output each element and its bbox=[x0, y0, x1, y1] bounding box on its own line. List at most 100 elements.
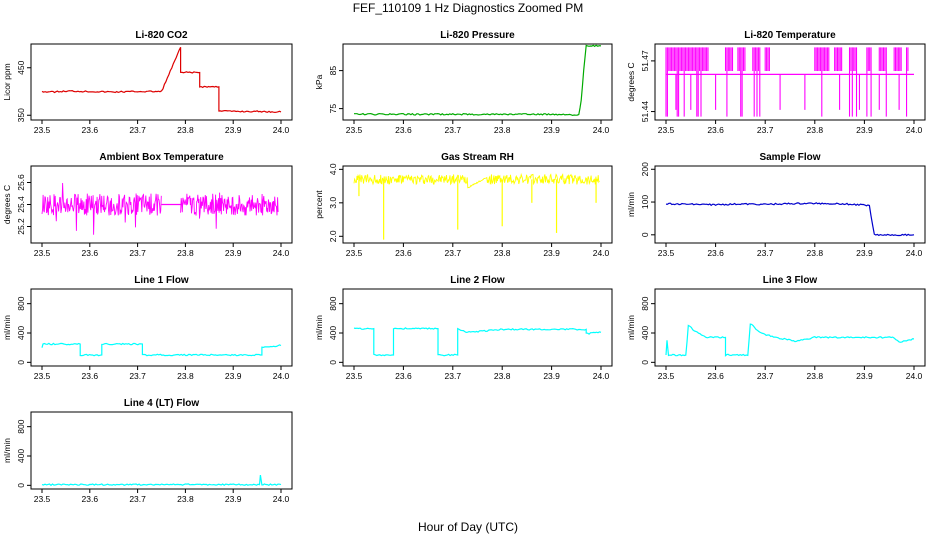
x-tick-label: 23.5 bbox=[346, 125, 363, 135]
x-tick-label: 23.5 bbox=[658, 125, 675, 135]
x-tick-label: 23.7 bbox=[445, 125, 462, 135]
panel-10: Line 4 (LT) Flow 23.5 23.6 23.7 23.8 23.9 24.0… bbox=[2, 398, 293, 504]
figure-xlabel: Hour of Day (UTC) bbox=[418, 520, 518, 534]
y-tick-label: 800 bbox=[16, 419, 26, 433]
x-tick-label: 23.9 bbox=[543, 125, 560, 135]
x-tick-label: 24.0 bbox=[906, 371, 923, 381]
x-tick-label: 23.8 bbox=[177, 371, 194, 381]
y-tick-label: 25.6 bbox=[16, 174, 26, 191]
y-tick-label: 2.0 bbox=[328, 230, 338, 242]
x-tick-label: 23.5 bbox=[658, 248, 675, 258]
y-tick-label: 0 bbox=[640, 232, 650, 237]
panel-title: Gas Stream RH bbox=[441, 152, 514, 163]
plot-frame bbox=[30, 411, 293, 490]
x-tick-label: 23.5 bbox=[34, 371, 51, 381]
y-tick-label: 85 bbox=[328, 66, 338, 76]
x-tick-label: 23.9 bbox=[225, 125, 242, 135]
y-tick-label: 51.47 bbox=[640, 50, 650, 72]
data-layer bbox=[665, 323, 915, 357]
panel-8: Line 2 Flow 23.5 23.6 23.7 23.8 23.9 24.0 0 400 8… bbox=[314, 275, 613, 381]
data-layer bbox=[665, 202, 915, 237]
x-tick-label: 23.8 bbox=[177, 494, 194, 504]
x-tick-label: 23.8 bbox=[807, 248, 824, 258]
x-tick-label: 23.8 bbox=[177, 125, 194, 135]
series-line bbox=[353, 172, 600, 189]
x-tick-label: 23.6 bbox=[395, 125, 412, 135]
panel-title: Li-820 Pressure bbox=[440, 30, 515, 41]
x-tick-label: 23.7 bbox=[129, 248, 146, 258]
plot-frame bbox=[342, 165, 613, 244]
y-axis-label: ml/min bbox=[626, 315, 636, 340]
x-tick-label: 24.0 bbox=[593, 125, 610, 135]
x-tick-label: 23.5 bbox=[34, 494, 51, 504]
x-tick-label: 23.7 bbox=[757, 125, 774, 135]
x-tick-label: 23.8 bbox=[494, 248, 511, 258]
series-line bbox=[353, 327, 602, 357]
y-tick-label: 25.4 bbox=[16, 196, 26, 213]
plot-frame bbox=[30, 288, 293, 367]
y-axis-label: kPa bbox=[314, 74, 324, 89]
x-tick-label: 24.0 bbox=[593, 371, 610, 381]
panel-5: Gas Stream RH 23.5 23.6 23.7 23.8 23.9 24.0 2.0… bbox=[314, 152, 613, 258]
x-tick-label: 23.6 bbox=[707, 125, 724, 135]
panel-title: Ambient Box Temperature bbox=[99, 152, 224, 163]
x-tick-label: 23.8 bbox=[494, 125, 511, 135]
panel-grid: Li-820 CO2 23.5 23.6 23.7 23.8 23.9 24.0 350 450… bbox=[2, 30, 926, 504]
y-tick-label: 400 bbox=[16, 449, 26, 463]
plot-frame bbox=[654, 43, 926, 121]
panel-title: Sample Flow bbox=[759, 152, 820, 163]
y-axis-label: degrees C bbox=[626, 62, 636, 101]
x-tick-label: 23.9 bbox=[225, 371, 242, 381]
series-line bbox=[41, 475, 282, 487]
data-layer bbox=[353, 172, 600, 240]
x-tick-label: 23.7 bbox=[757, 371, 774, 381]
x-tick-label: 23.9 bbox=[856, 371, 873, 381]
x-tick-label: 24.0 bbox=[273, 371, 290, 381]
y-axis-label: ml/min bbox=[2, 315, 12, 340]
y-axis-label: degrees C bbox=[2, 185, 12, 224]
x-tick-label: 23.9 bbox=[856, 248, 873, 258]
data-layer bbox=[41, 475, 282, 487]
panel-title: Line 1 Flow bbox=[134, 275, 189, 286]
y-tick-label: 0 bbox=[328, 360, 338, 365]
x-tick-label: 23.8 bbox=[177, 248, 194, 258]
data-layer bbox=[665, 47, 914, 117]
panel-4: Ambient Box Temperature 23.5 23.6 23.7 23.8 2… bbox=[2, 152, 293, 258]
data-layer bbox=[41, 182, 279, 235]
y-tick-label: 350 bbox=[16, 108, 26, 122]
x-tick-label: 23.5 bbox=[346, 248, 363, 258]
x-tick-label: 23.9 bbox=[225, 494, 242, 504]
x-tick-label: 24.0 bbox=[273, 125, 290, 135]
figure-title: FEF_110109 1 Hz Diagnostics Zoomed PM bbox=[353, 1, 584, 15]
x-tick-label: 24.0 bbox=[906, 125, 923, 135]
y-axis-label: ml/min bbox=[2, 438, 12, 463]
x-tick-label: 23.6 bbox=[395, 371, 412, 381]
series-line bbox=[665, 202, 915, 237]
data-layer bbox=[41, 342, 282, 357]
x-tick-label: 23.7 bbox=[445, 371, 462, 381]
y-tick-label: 450 bbox=[16, 60, 26, 74]
x-tick-label: 23.6 bbox=[707, 248, 724, 258]
panel-title: Line 4 (LT) Flow bbox=[124, 398, 200, 409]
x-tick-label: 23.5 bbox=[658, 371, 675, 381]
x-tick-label: 23.8 bbox=[807, 125, 824, 135]
plot-frame bbox=[654, 165, 926, 244]
y-tick-label: 0 bbox=[16, 483, 26, 488]
x-tick-label: 23.6 bbox=[395, 248, 412, 258]
data-layer bbox=[353, 327, 602, 357]
y-tick-label: 400 bbox=[328, 326, 338, 340]
panel-title: Li-820 Temperature bbox=[744, 30, 836, 41]
data-layer bbox=[354, 44, 602, 117]
x-tick-label: 23.7 bbox=[129, 125, 146, 135]
y-tick-label: 800 bbox=[16, 296, 26, 310]
panel-6: Sample Flow 23.5 23.6 23.7 23.8 23.9 24.0 0 100 2… bbox=[626, 152, 926, 258]
y-tick-label: 400 bbox=[16, 326, 26, 340]
x-tick-label: 23.6 bbox=[82, 494, 99, 504]
x-tick-label: 23.7 bbox=[129, 494, 146, 504]
y-tick-label: 800 bbox=[328, 296, 338, 310]
x-tick-label: 23.6 bbox=[707, 371, 724, 381]
y-tick-label: 100 bbox=[640, 195, 650, 209]
y-axis-label: percent bbox=[314, 190, 324, 219]
panel-9: Line 3 Flow 23.5 23.6 23.7 23.8 23.9 24.0 0 400 8… bbox=[626, 275, 926, 381]
series-line bbox=[180, 192, 279, 229]
